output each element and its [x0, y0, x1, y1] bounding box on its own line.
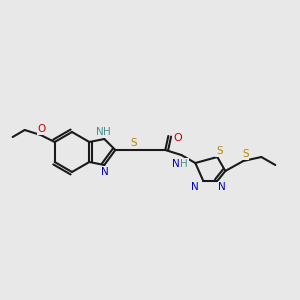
Text: N: N	[191, 182, 199, 192]
Text: H: H	[103, 127, 111, 137]
Text: O: O	[38, 124, 46, 134]
Text: N: N	[172, 159, 180, 169]
Text: S: S	[242, 149, 249, 159]
Text: N: N	[218, 182, 226, 192]
Text: H: H	[180, 159, 188, 169]
Text: O: O	[173, 133, 182, 143]
Text: N: N	[101, 167, 109, 177]
Text: S: S	[216, 146, 223, 156]
Text: N: N	[96, 127, 104, 137]
Text: S: S	[130, 138, 136, 148]
